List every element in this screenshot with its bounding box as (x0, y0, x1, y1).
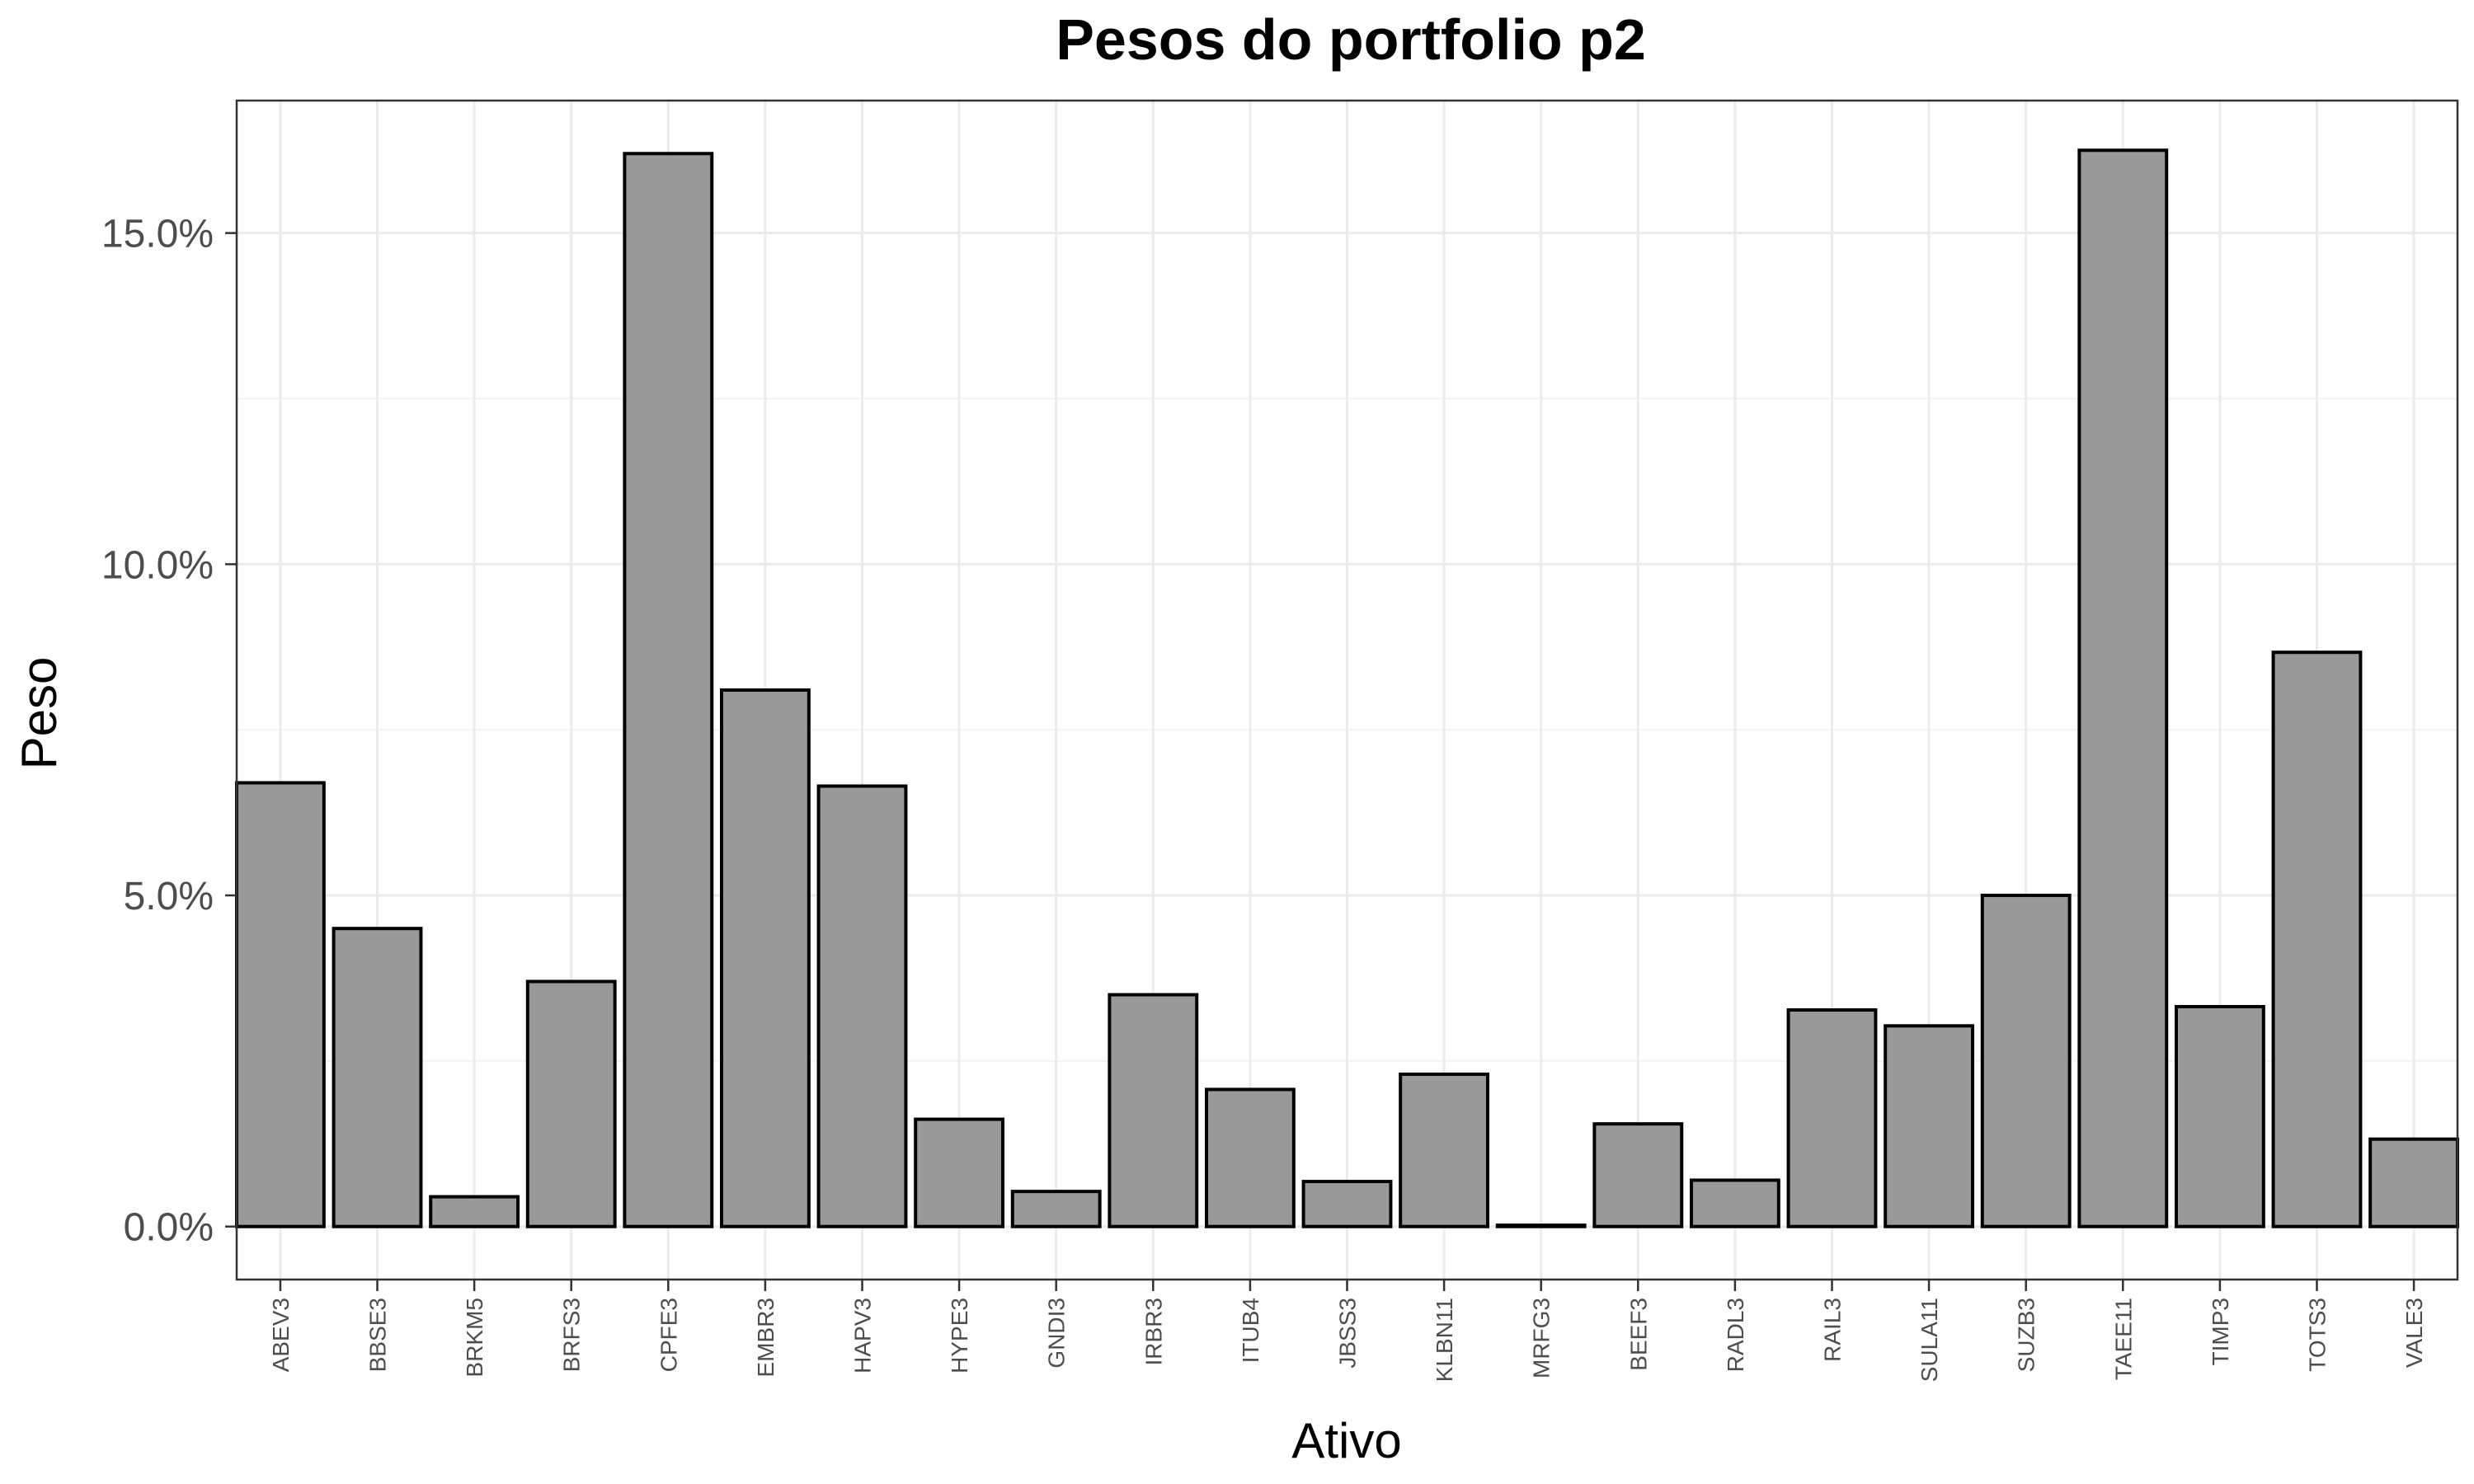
y-tick-label: 15.0% (101, 213, 214, 256)
x-axis-title: Ativo (1291, 1413, 1401, 1468)
x-tick-label: BRFS3 (559, 1298, 585, 1372)
bar-cpfe3 (623, 152, 714, 1228)
bar-beef3 (1592, 1122, 1684, 1228)
bar-brfs3 (525, 979, 617, 1228)
x-tick-label: BEEF3 (1625, 1298, 1651, 1371)
x-tick-label: SUZB3 (2014, 1298, 2039, 1372)
bar-tots3 (2271, 650, 2363, 1228)
x-tick-label: MRFG3 (1529, 1298, 1554, 1378)
x-tick-label: GNDI3 (1044, 1298, 1070, 1369)
bar-hapv3 (816, 784, 908, 1228)
bar-bbse3 (332, 927, 423, 1228)
x-tick-label: JBSS3 (1335, 1298, 1361, 1369)
bar-hype3 (914, 1117, 1005, 1228)
x-tick-label: RAIL3 (1819, 1298, 1845, 1362)
x-tick-label: TOTS3 (2304, 1298, 2330, 1372)
bar-klbn11 (1399, 1072, 1490, 1228)
x-tick-label: ABEV3 (268, 1298, 294, 1372)
bar-embr3 (719, 688, 811, 1228)
x-tick-label: CPFE3 (656, 1298, 681, 1372)
x-tick-label: KLBN11 (1432, 1298, 1457, 1382)
bar-radl3 (1689, 1178, 1780, 1228)
bar-gndi3 (1010, 1190, 1102, 1228)
bar-rail3 (1786, 1008, 1878, 1228)
x-tick-label: IRBR3 (1141, 1298, 1166, 1365)
x-axis: ABEV3 BBSE3 BRKM5 BRFS3 CPFE3 EMBR3 HAPV3 HYPE3… (268, 1280, 2427, 1382)
x-tick-label: TAEE11 (2110, 1298, 2136, 1380)
x-tick-label: BBSE3 (365, 1298, 391, 1372)
bar-suzb3 (1980, 894, 2072, 1228)
x-tick-label: EMBR3 (753, 1298, 778, 1377)
y-axis-title: Peso (12, 657, 67, 770)
bar-irbr3 (1108, 993, 1199, 1228)
y-tick-label: 0.0% (124, 1206, 214, 1250)
bar-mrfg3 (1495, 1223, 1587, 1228)
x-tick-label: ITUB4 (1238, 1298, 1263, 1363)
y-tick-label: 5.0% (124, 875, 214, 918)
x-tick-label: HAPV3 (850, 1298, 876, 1374)
x-tick-label: SULA11 (1917, 1298, 1942, 1382)
y-axis: 0.0% 5.0% 10.0% 15.0% (101, 213, 237, 1250)
x-tick-label: BRKM5 (462, 1298, 487, 1377)
bar-timp3 (2174, 1005, 2265, 1228)
bar-brkm5 (429, 1195, 520, 1228)
bar-itub4 (1204, 1087, 1296, 1228)
x-tick-label: RADL3 (1723, 1298, 1748, 1372)
bars (235, 148, 2460, 1228)
bar-vale3 (2368, 1137, 2460, 1228)
chart-title: Pesos do portfolio p2 (1056, 7, 1646, 72)
bar-taee11 (2077, 148, 2169, 1228)
x-tick-label: TIMP3 (2208, 1298, 2233, 1365)
y-tick-label: 10.0% (101, 543, 214, 587)
x-tick-label: VALE3 (2401, 1298, 2427, 1368)
bar-abev3 (235, 781, 326, 1228)
bar-sula11 (1884, 1024, 1975, 1228)
bar-jbss3 (1301, 1180, 1393, 1228)
x-tick-label: HYPE3 (947, 1298, 972, 1374)
